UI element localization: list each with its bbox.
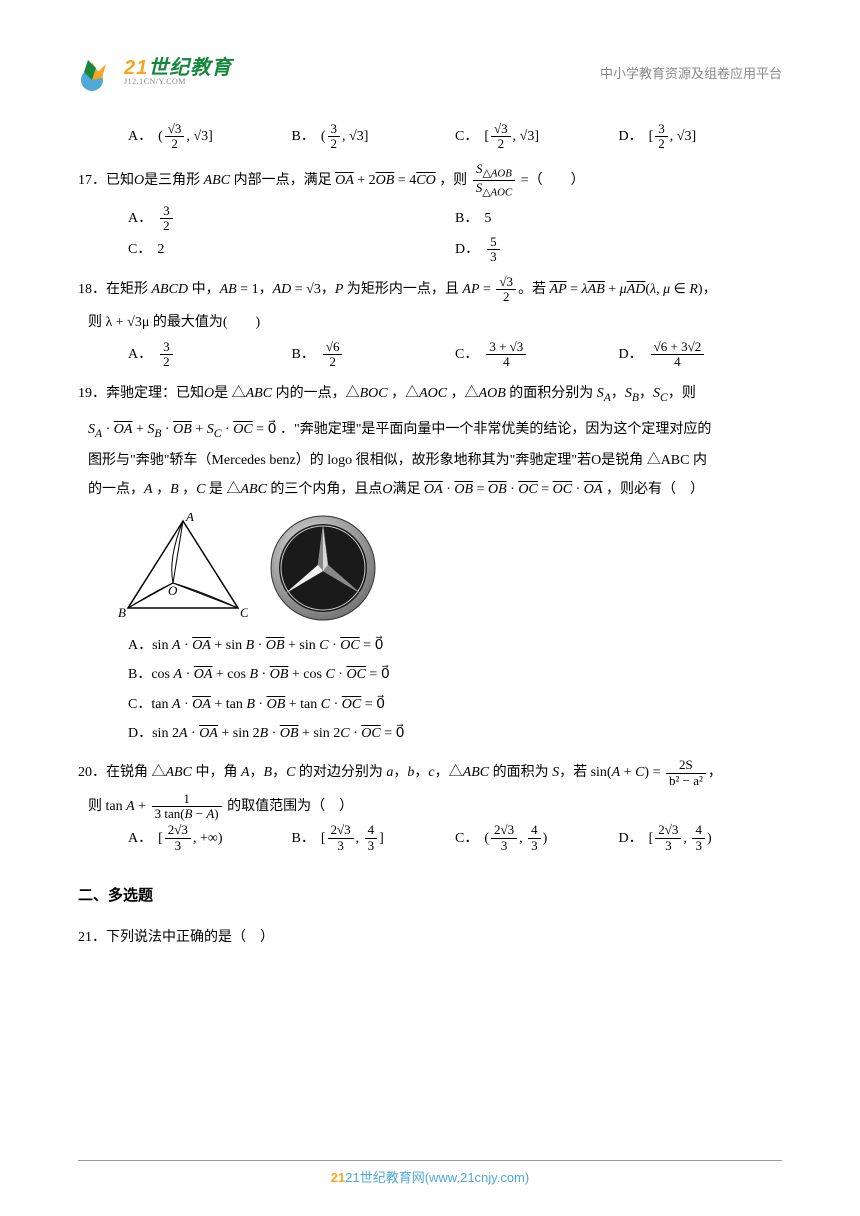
footer-brand: 21世纪教育网 bbox=[345, 1170, 424, 1185]
q20-opt-a: A．[2√33, +∞) bbox=[128, 823, 292, 853]
q16-options: A．(√32, √3] B．(32, √3] C．[√32, √3] D．[32… bbox=[78, 122, 782, 152]
q19-opt-c: C．tan A · OA + tan B · OB + tan C · OC =… bbox=[78, 690, 782, 719]
q20-stem-line1: 20．在锐角 △ABC 中，角 A，B，C 的对边分别为 a，b，c，△ABC … bbox=[78, 758, 782, 788]
logo-main-text: 世纪教育 bbox=[148, 57, 232, 79]
q16-opt-a: A．(√32, √3] bbox=[128, 122, 292, 152]
q17-options-row2: C．2 D．53 bbox=[78, 235, 782, 265]
q19-stem-line2: SA · OA + SB · OB + SC · OC = 0⃗ ．"奔驰定理"… bbox=[78, 415, 782, 446]
fig-label-o: O bbox=[168, 583, 178, 598]
page-container: 21世纪教育 J12.1CN/Y.COM 中小学教育资源及组卷应用平台 A．(√… bbox=[0, 0, 860, 996]
page-header: 21世纪教育 J12.1CN/Y.COM 中小学教育资源及组卷应用平台 bbox=[78, 52, 782, 92]
q16-opt-c: C．[√32, √3] bbox=[455, 122, 619, 152]
q19-stem-line3: 图形与"奔驰"轿车（Mercedes benz）的 logo 很相似，故形象地称… bbox=[78, 446, 782, 475]
q17-opt-b: B．5 bbox=[455, 204, 782, 234]
fig-label-b: B bbox=[118, 605, 126, 620]
section-2-title: 二、多选题 bbox=[78, 881, 782, 913]
q17-opt-c: C．2 bbox=[128, 235, 455, 265]
q18-opt-b: B．√62 bbox=[292, 340, 456, 370]
q16-opt-d: D．[32, √3] bbox=[619, 122, 783, 152]
footer-url: (www.21cnjy.com) bbox=[425, 1170, 530, 1185]
q18-stem-line2: 则 λ + √3μ 的最大值为( ) bbox=[78, 308, 782, 337]
q20-options: A．[2√33, +∞) B．[2√33, 43] C．(2√33, 43) D… bbox=[78, 823, 782, 853]
logo-block: 21世纪教育 J12.1CN/Y.COM bbox=[78, 52, 232, 92]
q21-stem: 21．下列说法中正确的是（ ） bbox=[78, 923, 782, 952]
fig-label-c: C bbox=[240, 605, 248, 620]
q17-stem: 17．已知O是三角形 ABC 内部一点，满足 OA + 2OB = 4CO ，则… bbox=[78, 162, 782, 200]
page-footer: 2121世纪教育网(www.21cnjy.com) bbox=[78, 1160, 782, 1186]
q19-opt-d: D．sin 2A · OA + sin 2B · OB + sin 2C · O… bbox=[78, 719, 782, 748]
fig-label-a: A bbox=[185, 513, 194, 524]
q19-opt-a: A．sin A · OA + sin B · OB + sin C · OC =… bbox=[78, 631, 782, 660]
q19-opt-b: B．cos A · OA + cos B · OB + cos C · OC =… bbox=[78, 660, 782, 689]
q16-opt-b: B．(32, √3] bbox=[292, 122, 456, 152]
q18-opt-d: D．√6 + 3√24 bbox=[619, 340, 783, 370]
content-body: A．(√32, √3] B．(32, √3] C．[√32, √3] D．[32… bbox=[78, 122, 782, 952]
q18-opt-a: A．32 bbox=[128, 340, 292, 370]
q19-stem-line1: 19．奔驰定理：已知O是 △ABC 内的一点，△BOC ，△AOC ，△AOB … bbox=[78, 379, 782, 410]
logo-sub-text: J12.1CN/Y.COM bbox=[124, 78, 232, 86]
q20-opt-d: D．[2√33, 43) bbox=[619, 823, 783, 853]
q18-stem-line1: 18．在矩形 ABCD 中，AB = 1，AD = √3，P 为矩形内一点，且 … bbox=[78, 275, 782, 305]
mercedes-logo-icon bbox=[268, 513, 378, 623]
header-right-text: 中小学教育资源及组卷应用平台 bbox=[600, 63, 782, 82]
q18-opt-c: C．3 + √34 bbox=[455, 340, 619, 370]
logo-prefix: 21 bbox=[124, 57, 148, 79]
logo-text: 21世纪教育 J12.1CN/Y.COM bbox=[124, 58, 232, 86]
triangle-diagram-icon: A B C O bbox=[118, 513, 248, 623]
q17-opt-a: A．32 bbox=[128, 204, 455, 234]
q20-opt-b: B．[2√33, 43] bbox=[292, 823, 456, 853]
q19-stem-line4: 的一点，A ，B ，C 是 △ABC 的三个内角，且点O满足 OA · OB =… bbox=[78, 475, 782, 504]
q18-options: A．32 B．√62 C．3 + √34 D．√6 + 3√24 bbox=[78, 340, 782, 370]
q17-opt-d: D．53 bbox=[455, 235, 782, 265]
q17-options-row1: A．32 B．5 bbox=[78, 204, 782, 234]
q20-opt-c: C．(2√33, 43) bbox=[455, 823, 619, 853]
q19-figures: A B C O bbox=[78, 513, 782, 623]
q20-stem-line2: 则 tan A + 13 tan(B − A) 的取值范围为（ ） bbox=[78, 792, 782, 822]
logo-icon bbox=[78, 52, 118, 92]
